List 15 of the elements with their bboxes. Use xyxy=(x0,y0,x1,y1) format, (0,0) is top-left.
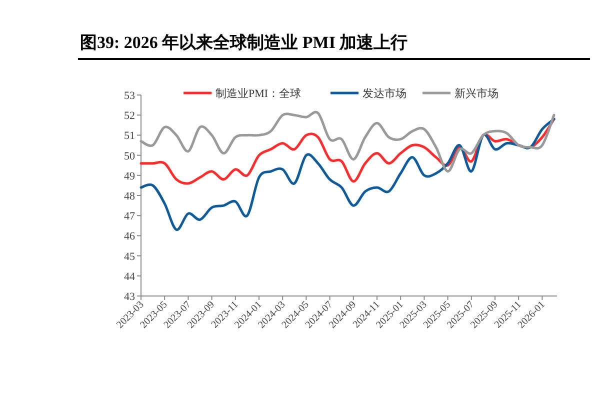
y-tick-label: 48 xyxy=(124,190,136,202)
y-tick-label: 44 xyxy=(124,270,136,283)
legend-label: 新兴市场 xyxy=(454,87,498,100)
y-tick-label: 53 xyxy=(124,90,136,102)
y-tick-label: 52 xyxy=(124,110,135,122)
y-tick-label: 51 xyxy=(124,130,135,142)
y-tick-label: 45 xyxy=(124,250,136,263)
y-tick-label: 43 xyxy=(124,291,136,303)
legend-label: 制造业PMI：全球 xyxy=(216,87,302,100)
y-tick-label: 49 xyxy=(124,170,136,182)
y-tick-label: 50 xyxy=(124,150,136,162)
y-tick-label: 47 xyxy=(124,210,136,223)
y-tick-label: 46 xyxy=(124,230,136,243)
title: 图39: 2026 年以来全球制造业 PMI 加速上行 xyxy=(80,33,408,52)
legend-label: 发达市场 xyxy=(362,87,406,100)
